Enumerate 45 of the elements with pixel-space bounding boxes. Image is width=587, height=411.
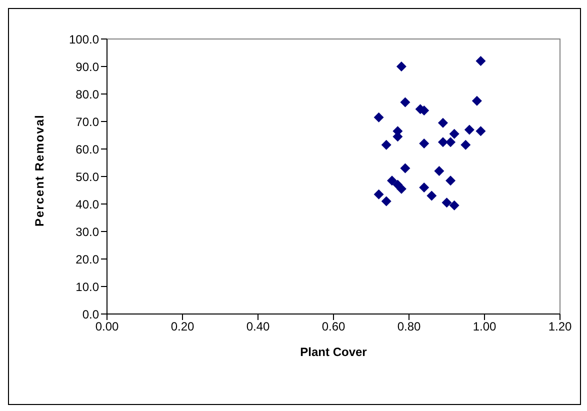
point [419,182,430,192]
point [374,112,384,122]
point [400,97,410,108]
point [472,96,482,106]
point [374,189,384,200]
point [449,128,460,139]
x-tick-label: 1.00 [472,320,496,334]
y-tick-label: 60.0 [76,142,100,156]
y-tick-label: 70.0 [76,114,100,129]
y-tick-label: 100.0 [68,32,100,46]
point [442,198,452,208]
point [387,176,398,186]
point [446,137,456,148]
y-axis-title: Percent Removal [32,114,46,226]
y-tick-label: 50.0 [76,170,100,184]
x-tick-label: 0.60 [322,320,346,334]
x-tick-label: 1.20 [548,320,572,334]
point [419,138,430,148]
point [460,140,471,150]
y-tick-label: 90.0 [76,60,100,74]
x-tick-label: 0.00 [95,320,119,334]
point [434,166,444,176]
point [396,62,406,72]
point [464,124,474,135]
x-tick-label: 0.80 [397,320,421,334]
x-axis-title: Plant Cover [300,345,368,359]
x-tick-label: 0.40 [246,320,270,334]
x-tick-label: 0.20 [170,320,194,334]
point [476,126,486,136]
point [438,118,448,128]
y-tick-label: 30.0 [76,224,100,239]
y-tick-label: 40.0 [76,197,100,212]
point [476,56,486,66]
y-tick-label: 20.0 [76,252,100,266]
point [400,163,410,174]
point [449,200,460,210]
point [381,140,392,150]
point [446,176,456,186]
y-tick-label: 80.0 [76,87,100,102]
y-tick-label: 10.0 [76,280,100,294]
point [396,184,406,194]
y-tick-label: 0.0 [82,307,100,322]
point [426,190,437,201]
point [438,137,448,148]
point [381,196,392,206]
